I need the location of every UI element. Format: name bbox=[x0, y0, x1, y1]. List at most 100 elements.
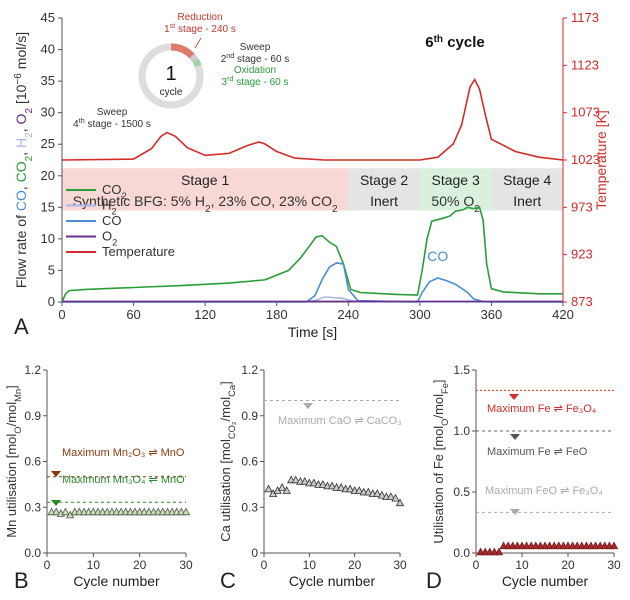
y-tick-label: 15 bbox=[41, 199, 55, 214]
y2-axis-title: Temperature [K] bbox=[593, 110, 609, 210]
x-tick-label: 360 bbox=[481, 307, 503, 322]
reference-arrow-marker bbox=[51, 471, 61, 477]
cycle-label: cycle bbox=[160, 87, 183, 98]
reference-label: Maximum Fe ⇌ FeO bbox=[487, 446, 588, 458]
cycle-segment bbox=[189, 53, 199, 63]
data-point bbox=[345, 484, 355, 493]
x-tick-label: 30 bbox=[179, 558, 193, 572]
cycle-stage-label: Oxidation bbox=[234, 65, 276, 76]
y-tick-label: 40 bbox=[41, 42, 55, 57]
y-tick-label: 1.5 bbox=[453, 363, 470, 377]
x-tick-label: 0 bbox=[44, 558, 51, 572]
data-point bbox=[52, 507, 61, 516]
cycle-stage-detail: 3rd stage - 60 s bbox=[222, 74, 289, 89]
y2-tick-label: 1073 bbox=[571, 105, 600, 120]
x-tick-label: 300 bbox=[409, 307, 431, 322]
reference-label: Maximum Mn₂O₃ ⇌ MnO bbox=[62, 447, 185, 459]
reference-arrow-marker bbox=[509, 394, 519, 400]
x-tick-label: 420 bbox=[552, 307, 574, 322]
x-tick-label: 10 bbox=[87, 558, 101, 572]
x-tick-label: 10 bbox=[515, 558, 529, 572]
y-tick-label: 1.2 bbox=[241, 363, 258, 377]
cycle-segment bbox=[138, 43, 204, 109]
series-line-co2 bbox=[61, 206, 563, 303]
data-point bbox=[318, 480, 328, 488]
legend-entry: Temperature bbox=[102, 244, 175, 259]
cycle-stage-label: Sweep bbox=[97, 107, 128, 118]
panel-a-chart: Stage 1 Synthetic BFG: 5% H2, 23% CO, 23%… bbox=[13, 10, 610, 340]
panel-d-chart: 0.0 0.5 1.0 1.5 0 10 20 30 Cycle number Utilisati… bbox=[431, 363, 621, 589]
y-tick-label: 35 bbox=[41, 73, 55, 88]
cycle-stage-detail: 2nd stage - 60 s bbox=[221, 51, 290, 66]
y2-tick-label: 923 bbox=[571, 247, 593, 262]
y-tick-label: 0.9 bbox=[241, 409, 258, 423]
x-tick-label: 0 bbox=[261, 558, 268, 572]
stage-description: Inert bbox=[513, 193, 541, 209]
y2-tick-label: 1123 bbox=[571, 57, 599, 72]
y2-tick-label: 973 bbox=[571, 199, 593, 214]
data-point bbox=[395, 498, 405, 507]
y-tick-label: 20 bbox=[41, 168, 55, 183]
y-tick-label: 0.3 bbox=[241, 500, 258, 514]
x-tick-label: 30 bbox=[393, 558, 407, 572]
cycle-number: 1 bbox=[165, 63, 176, 85]
legend-entry: H2 bbox=[102, 198, 117, 217]
x-tick-label: 0 bbox=[58, 307, 65, 322]
data-point bbox=[300, 476, 309, 485]
stage-band bbox=[419, 168, 492, 211]
y-tick-label: 10 bbox=[41, 231, 55, 246]
stage-title: Stage 3 bbox=[432, 172, 480, 188]
x-tick-label: 20 bbox=[133, 558, 147, 572]
x-tick-label: 120 bbox=[194, 307, 216, 322]
legend-entry: CO2 bbox=[102, 182, 127, 201]
x-tick-label: 60 bbox=[126, 307, 140, 322]
data-point bbox=[61, 507, 70, 516]
y-tick-label: 0.9 bbox=[24, 409, 41, 423]
data-point bbox=[336, 483, 346, 491]
cycle-segment bbox=[170, 43, 195, 59]
panel-label-b: B bbox=[14, 568, 29, 593]
reference-arrow-marker bbox=[510, 434, 520, 440]
y-axis-title: Ca utilisation [molCO₂/molCa] bbox=[218, 381, 237, 541]
y-tick-label: 0.0 bbox=[453, 546, 470, 560]
y-tick-label: 0.0 bbox=[24, 546, 41, 560]
data-point bbox=[291, 475, 300, 484]
panel-label-d: D bbox=[426, 568, 442, 593]
y2-tick-label: 873 bbox=[571, 294, 593, 309]
legend-entry: CO bbox=[102, 213, 122, 228]
reference-arrow-marker bbox=[510, 509, 520, 515]
cycle-leader-line bbox=[194, 37, 202, 49]
cycle-stage-detail: 4th stage - 1500 s bbox=[73, 116, 151, 131]
y-tick-label: 45 bbox=[41, 10, 55, 25]
y-tick-label: 0 bbox=[48, 294, 55, 309]
y-tick-label: 0.3 bbox=[24, 500, 41, 514]
cycle-segment bbox=[192, 58, 202, 68]
stage-band bbox=[491, 168, 563, 211]
panel-label-a: A bbox=[14, 314, 29, 339]
stage-description: Synthetic BFG: 5% H2, 23% CO, 23% CO2 bbox=[73, 193, 338, 215]
y-tick-label: 0.6 bbox=[24, 455, 41, 469]
reference-label: Maximum Fe ⇌ Fe₃O₄ bbox=[487, 403, 597, 415]
data-point bbox=[373, 489, 382, 497]
x-axis-title: Cycle number bbox=[289, 573, 376, 589]
reference-arrow-marker bbox=[51, 500, 61, 506]
data-point bbox=[494, 547, 504, 556]
x-axis-title: Cycle number bbox=[73, 573, 160, 589]
y-axis-title: Mn utilisation [molO/molMn] bbox=[4, 385, 23, 538]
y-axis-title: Utilisation of Fe [molO/molFe] bbox=[431, 379, 450, 543]
data-point bbox=[391, 493, 400, 502]
y-tick-label: 0.5 bbox=[453, 485, 470, 499]
stage-description: 50% O2 bbox=[431, 193, 480, 215]
reference-label: Maximum CaO ⇌ CaCO₃ bbox=[278, 415, 402, 427]
x-tick-label: 240 bbox=[337, 307, 359, 322]
x-axis-title: Cycle number bbox=[502, 573, 589, 589]
data-point bbox=[309, 478, 319, 487]
y2-tick-label: 1023 bbox=[571, 152, 600, 167]
stage-band bbox=[348, 168, 420, 211]
y-axis-title: Flow rate of CO, CO2, H2, O2 [10−6 mol/s… bbox=[13, 32, 35, 288]
stage-title: Stage 4 bbox=[503, 172, 551, 188]
data-point bbox=[609, 541, 619, 550]
panel-b-chart: 0.0 0.3 0.6 0.9 1.2 0 10 20 30 Cycle number Mn uti… bbox=[4, 363, 193, 589]
reference-label: Maximum FeO ⇌ Fe₃O₄ bbox=[485, 485, 603, 497]
